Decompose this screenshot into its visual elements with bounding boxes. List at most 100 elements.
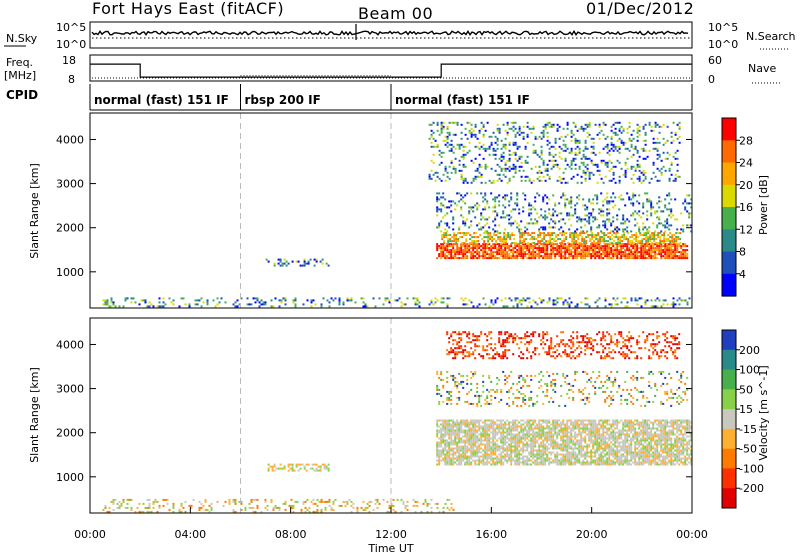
range-cell xyxy=(624,421,627,424)
range-cell xyxy=(575,234,578,237)
range-cell xyxy=(532,453,535,456)
range-cell xyxy=(594,437,597,440)
range-cell xyxy=(497,238,500,241)
range-cell xyxy=(464,463,467,466)
range-cell xyxy=(474,169,477,172)
range-cell xyxy=(618,251,621,254)
range-cell xyxy=(558,453,561,456)
range-cell xyxy=(576,251,579,254)
range-cell xyxy=(506,423,509,426)
range-cell xyxy=(552,437,555,440)
range-cell xyxy=(510,245,513,248)
range-cell xyxy=(442,423,445,426)
range-cell xyxy=(592,421,595,424)
range-cell xyxy=(602,457,605,460)
range-cell xyxy=(674,247,677,250)
range-cell xyxy=(602,449,605,452)
range-cell xyxy=(645,234,648,237)
range-cell xyxy=(634,210,637,213)
range-cell xyxy=(600,247,603,250)
range-cell xyxy=(602,451,605,454)
range-cell xyxy=(518,129,521,132)
range-cell xyxy=(508,433,511,436)
range-cell xyxy=(666,245,669,248)
range-cell xyxy=(564,253,567,256)
range-cell xyxy=(466,449,469,452)
range-cell xyxy=(640,216,643,219)
range-cell xyxy=(572,425,575,428)
range-cell xyxy=(642,222,645,225)
range-cell xyxy=(504,457,507,460)
range-cell xyxy=(673,240,676,243)
range-cell xyxy=(484,463,487,466)
range-cell xyxy=(524,253,527,256)
range-cell xyxy=(508,218,511,221)
range-cell xyxy=(670,253,673,256)
range-cell xyxy=(578,167,581,170)
range-cell xyxy=(470,427,473,430)
range-cell xyxy=(602,204,605,207)
range-cell xyxy=(624,251,627,254)
range-cell xyxy=(568,251,571,254)
range-cell xyxy=(544,445,547,448)
range-cell xyxy=(256,297,259,300)
range-cell xyxy=(634,429,637,432)
range-cell xyxy=(518,133,521,136)
range-cell xyxy=(613,236,616,239)
range-cell xyxy=(494,433,497,436)
range-cell xyxy=(628,451,631,454)
range-cell xyxy=(660,255,663,258)
range-cell xyxy=(596,445,599,448)
range-cell xyxy=(554,249,557,252)
range-cell xyxy=(664,245,667,248)
range-cell xyxy=(262,303,265,306)
range-cell xyxy=(502,151,505,154)
range-cell xyxy=(672,251,675,254)
range-cell xyxy=(584,147,587,150)
range-cell xyxy=(634,435,637,438)
range-cell xyxy=(502,423,505,426)
range-cell xyxy=(630,249,633,252)
range-cell xyxy=(502,441,505,444)
range-cell xyxy=(664,230,667,233)
range-cell xyxy=(600,425,603,428)
range-cell xyxy=(506,194,509,197)
range-cell xyxy=(654,257,657,260)
range-cell xyxy=(532,449,535,452)
range-cell xyxy=(454,425,457,428)
range-cell xyxy=(476,245,479,248)
range-cell xyxy=(647,240,650,243)
range-cell xyxy=(438,419,441,422)
range-cell xyxy=(504,441,507,444)
range-cell xyxy=(465,232,468,235)
range-cell xyxy=(112,301,115,304)
range-cell xyxy=(630,429,633,432)
range-cell xyxy=(544,194,547,197)
range-cell xyxy=(460,206,463,209)
range-cell xyxy=(484,429,487,432)
range-cell xyxy=(278,299,281,302)
range-cell xyxy=(464,255,467,258)
range-cell xyxy=(506,245,509,248)
range-cell xyxy=(496,457,499,460)
range-cell xyxy=(512,445,515,448)
range-cell xyxy=(220,297,223,300)
range-cell xyxy=(456,449,459,452)
range-cell xyxy=(594,251,597,254)
range-cell xyxy=(542,133,545,136)
range-cell xyxy=(448,447,451,450)
range-cell xyxy=(444,453,447,456)
range-cell xyxy=(570,427,573,430)
range-cell xyxy=(474,463,477,466)
power-y-axis-label: Slant Range [km] xyxy=(28,163,41,259)
range-cell xyxy=(314,303,317,306)
range-cell xyxy=(470,133,473,136)
range-cell xyxy=(556,455,559,458)
range-cell xyxy=(574,463,577,466)
range-cell xyxy=(388,301,391,304)
range-cell xyxy=(548,198,551,201)
range-cell xyxy=(334,297,337,300)
range-cell xyxy=(496,439,499,442)
range-cell xyxy=(485,232,488,235)
